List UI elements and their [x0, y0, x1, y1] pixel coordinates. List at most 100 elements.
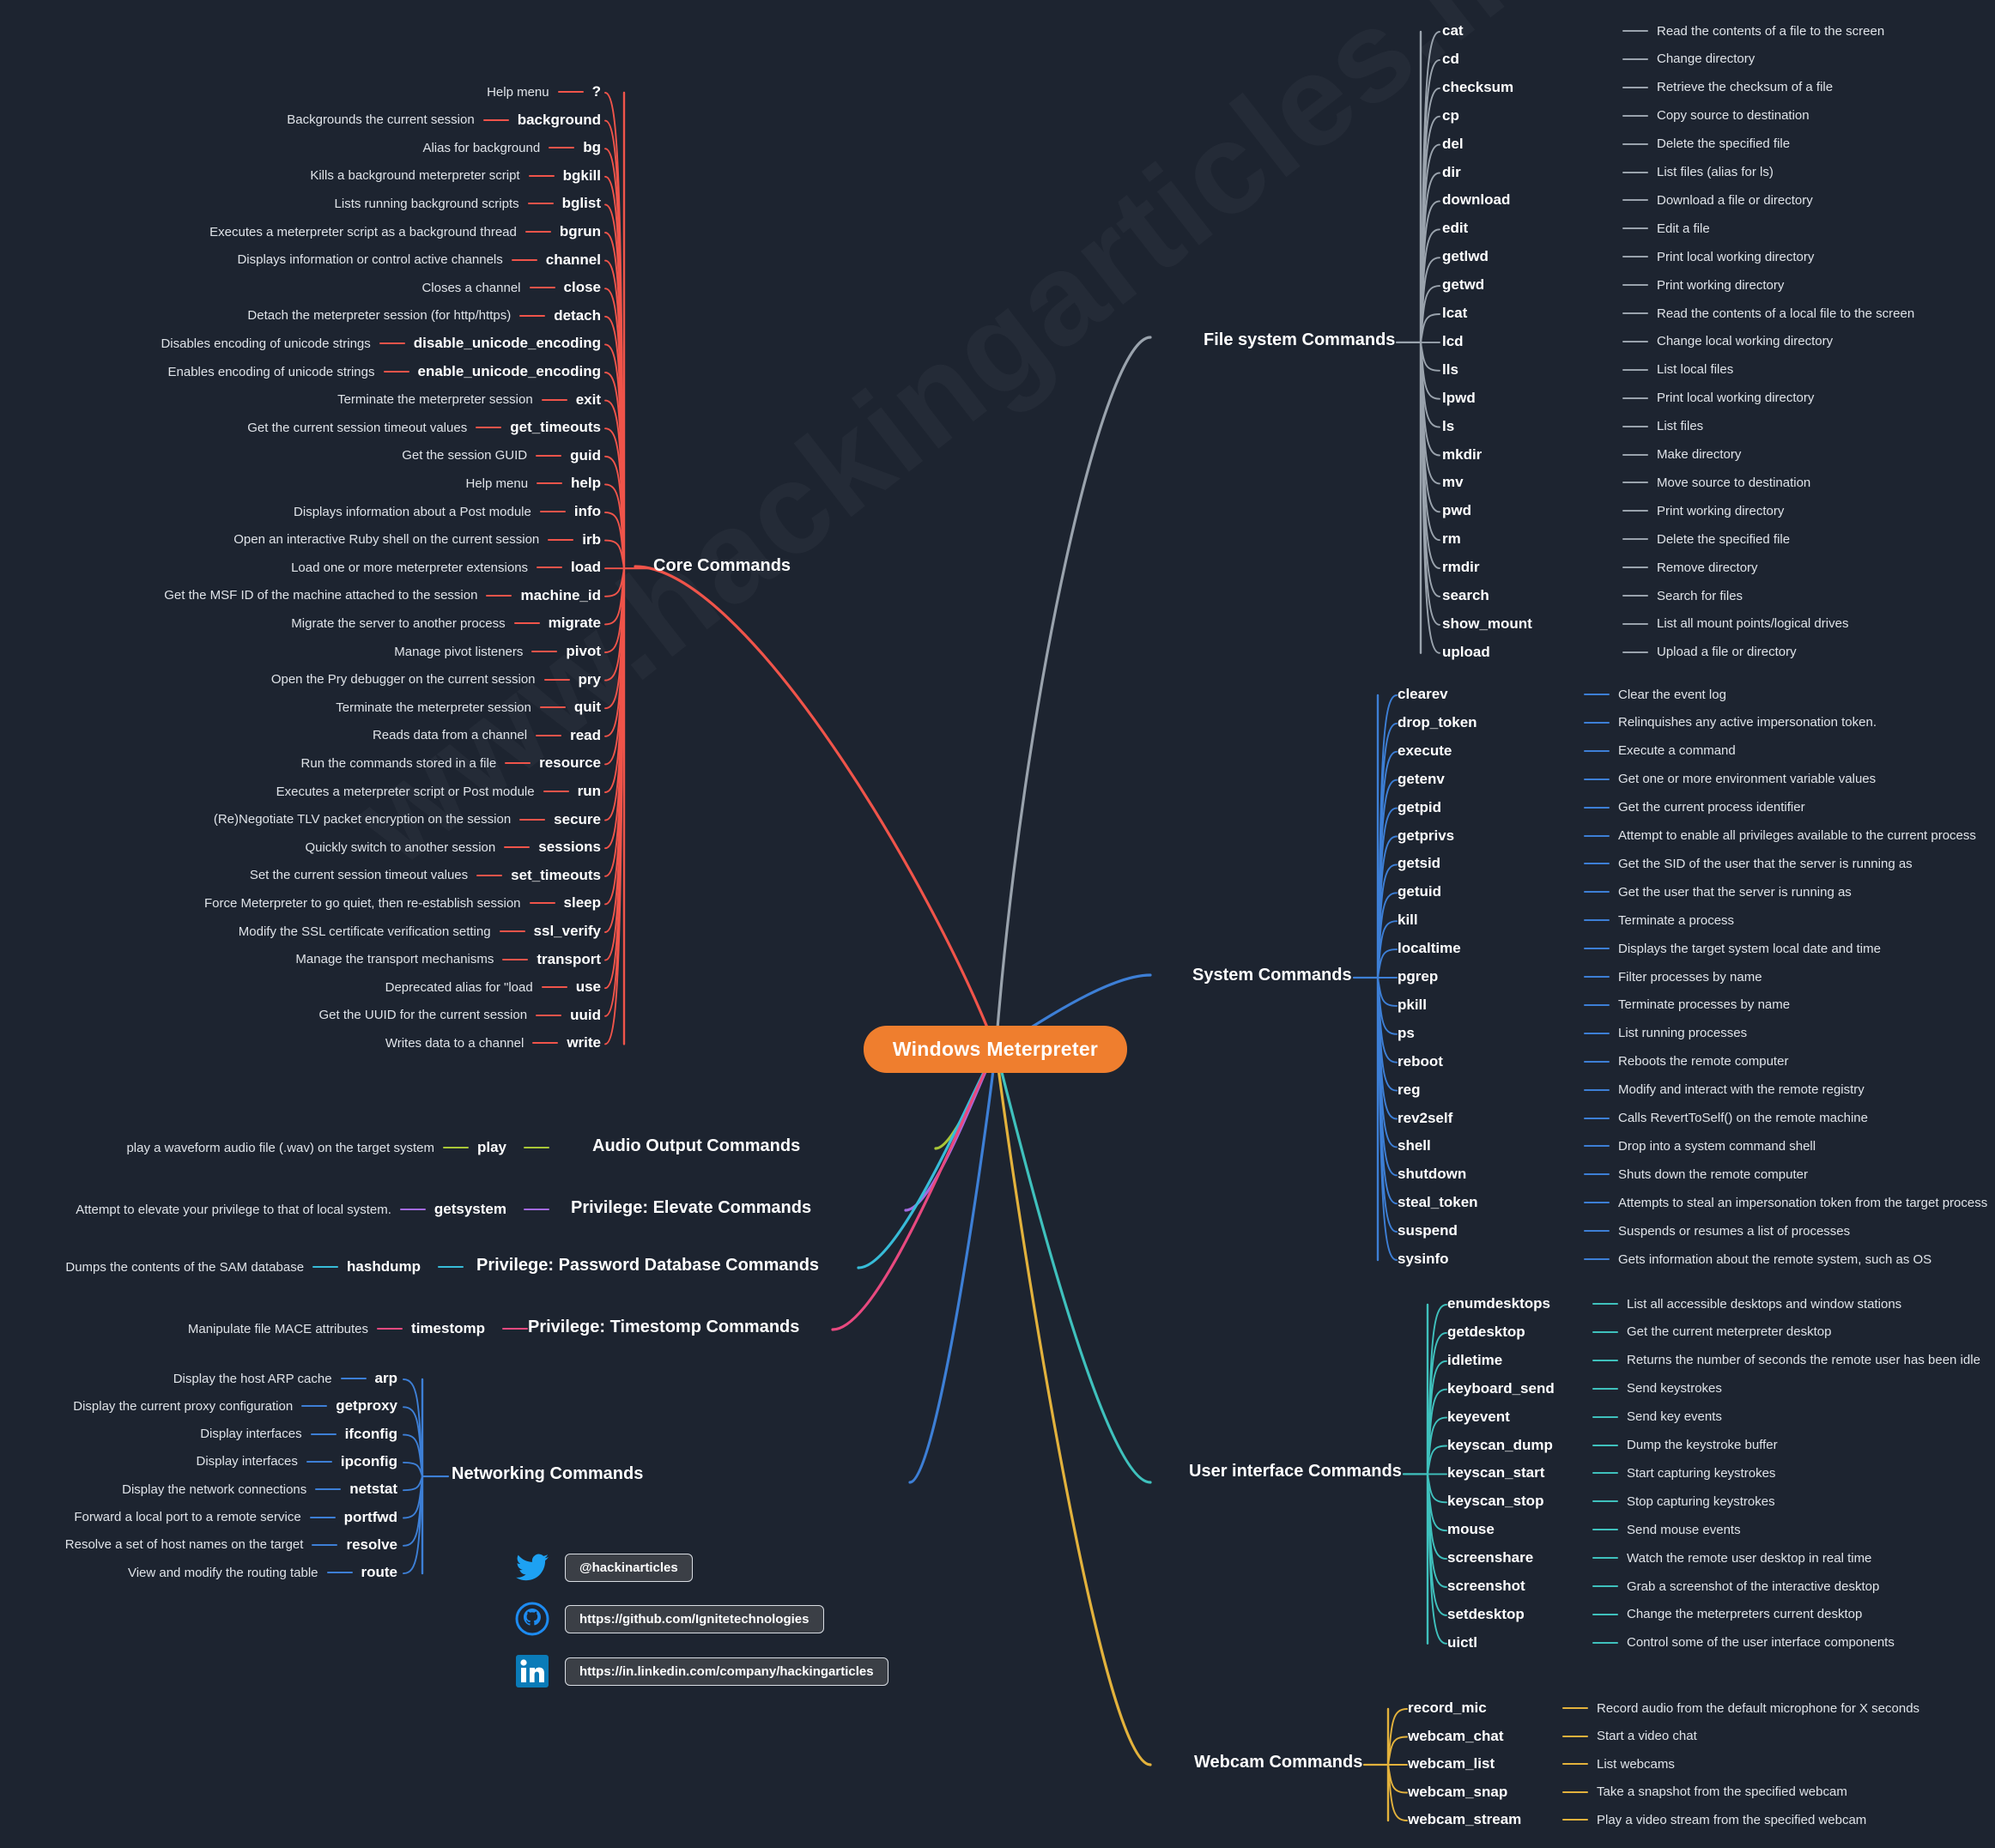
social-link-twitter[interactable]: @hackinarticles: [515, 1550, 693, 1584]
leaf-row[interactable]: Reads data from a channel read: [0, 727, 601, 744]
leaf-row[interactable]: Terminate the meterpreter session exit: [0, 391, 601, 409]
leaf-row[interactable]: keyevent: [1447, 1409, 1510, 1426]
leaf-row[interactable]: Enables encoding of unicode strings enabl…: [0, 363, 602, 380]
leaf-row[interactable]: getdesktop: [1447, 1324, 1525, 1341]
leaf-row[interactable]: Attempt to elevate your privilege to tha…: [0, 1201, 506, 1218]
leaf-row[interactable]: Detach the meterpreter session (for http…: [0, 307, 601, 324]
leaf-row[interactable]: Alias for background bg: [0, 139, 601, 156]
leaf-row[interactable]: View and modify the routing table route: [0, 1564, 397, 1581]
leaf-row[interactable]: webcam_chat: [1408, 1728, 1504, 1745]
leaf-row[interactable]: suspend: [1398, 1222, 1458, 1239]
branch-label-webcam[interactable]: Webcam Commands: [1194, 1753, 1363, 1772]
leaf-row[interactable]: Disables encoding of unicode strings disa…: [0, 335, 601, 352]
leaf-row[interactable]: mv: [1442, 474, 1464, 491]
leaf-row[interactable]: execute: [1398, 742, 1452, 760]
leaf-row[interactable]: drop_token: [1398, 714, 1477, 731]
leaf-row[interactable]: setdesktop: [1447, 1606, 1525, 1623]
leaf-row[interactable]: show_mount: [1442, 615, 1532, 633]
leaf-row[interactable]: getwd: [1442, 276, 1484, 294]
leaf-row[interactable]: reg: [1398, 1082, 1420, 1099]
leaf-row[interactable]: (Re)Negotiate TLV packet encryption on t…: [0, 811, 601, 828]
leaf-row[interactable]: Writes data to a channel write: [0, 1034, 601, 1051]
leaf-row[interactable]: webcam_snap: [1408, 1784, 1507, 1801]
leaf-row[interactable]: getsid: [1398, 855, 1440, 872]
leaf-row[interactable]: upload: [1442, 644, 1490, 661]
leaf-row[interactable]: edit: [1442, 220, 1468, 237]
leaf-row[interactable]: Lists running background scripts bglist: [0, 195, 601, 212]
social-link-linkedin[interactable]: https://in.linkedin.com/company/hackinga…: [515, 1654, 888, 1688]
leaf-row[interactable]: cat: [1442, 22, 1464, 39]
leaf-row[interactable]: Help menu help: [0, 475, 602, 492]
leaf-row[interactable]: screenshot: [1447, 1578, 1525, 1595]
leaf-row[interactable]: getprivs: [1398, 827, 1454, 845]
leaf-row[interactable]: Manipulate file MACE attributes timestomp: [0, 1320, 485, 1337]
leaf-row[interactable]: sysinfo: [1398, 1251, 1449, 1268]
leaf-row[interactable]: pkill: [1398, 997, 1427, 1014]
branch-label-elevate[interactable]: Privilege: Elevate Commands: [571, 1198, 812, 1217]
leaf-row[interactable]: shutdown: [1398, 1166, 1466, 1183]
leaf-row[interactable]: keyscan_dump: [1447, 1437, 1553, 1454]
leaf-row[interactable]: del: [1442, 136, 1464, 153]
leaf-row[interactable]: getenv: [1398, 771, 1445, 788]
leaf-row[interactable]: lcat: [1442, 305, 1467, 322]
leaf-row[interactable]: pwd: [1442, 502, 1471, 519]
leaf-row[interactable]: Display the network connections netstat: [0, 1481, 397, 1498]
branch-label-timestomp[interactable]: Privilege: Timestomp Commands: [528, 1318, 800, 1336]
leaf-row[interactable]: Executes a meterpreter script as a backg…: [0, 223, 601, 240]
leaf-row[interactable]: Dumps the contents of the SAM database ha…: [0, 1258, 421, 1275]
leaf-row[interactable]: Get the MSF ID of the machine attached t…: [0, 587, 601, 604]
leaf-row[interactable]: rev2self: [1398, 1110, 1452, 1127]
branch-label-userinterface[interactable]: User interface Commands: [1189, 1462, 1402, 1481]
leaf-row[interactable]: Get the UUID for the current session uuid: [0, 1007, 602, 1024]
leaf-row[interactable]: localtime: [1398, 940, 1461, 957]
leaf-row[interactable]: Run the commands stored in a file resourc…: [0, 754, 601, 772]
branch-label-system[interactable]: System Commands: [1192, 966, 1352, 985]
leaf-row[interactable]: ls: [1442, 418, 1454, 435]
leaf-row[interactable]: Help menu?: [0, 83, 601, 100]
leaf-row[interactable]: checksum: [1442, 79, 1513, 96]
leaf-row[interactable]: rmdir: [1442, 559, 1479, 576]
leaf-row[interactable]: search: [1442, 587, 1489, 604]
leaf-row[interactable]: Kills a background meterpreter script bgk…: [0, 167, 601, 185]
leaf-row[interactable]: Terminate the meterpreter session quit: [0, 699, 601, 716]
leaf-row[interactable]: Get the current session timeout values ge…: [0, 419, 601, 436]
leaf-row[interactable]: Open an interactive Ruby shell on the cu…: [0, 531, 601, 548]
leaf-row[interactable]: screenshare: [1447, 1549, 1533, 1566]
branch-label-passworddb[interactable]: Privilege: Password Database Commands: [476, 1256, 820, 1275]
leaf-row[interactable]: Display the current proxy configuration g…: [0, 1397, 397, 1415]
leaf-row[interactable]: record_mic: [1408, 1700, 1487, 1717]
leaf-row[interactable]: cd: [1442, 51, 1459, 68]
leaf-row[interactable]: lcd: [1442, 333, 1464, 350]
leaf-row[interactable]: Backgrounds the current session backgroun…: [0, 112, 601, 129]
leaf-row[interactable]: Displays information about a Post module…: [0, 503, 601, 520]
leaf-row[interactable]: pgrep: [1398, 968, 1438, 985]
leaf-row[interactable]: webcam_list: [1408, 1755, 1495, 1772]
leaf-row[interactable]: ps: [1398, 1025, 1415, 1042]
leaf-row[interactable]: Display interfaces ipconfig: [0, 1453, 398, 1470]
center-node[interactable]: Windows Meterpreter: [864, 1027, 1126, 1072]
leaf-row[interactable]: Manage the transport mechanisms transport: [0, 951, 601, 968]
linkedin-url[interactable]: https://in.linkedin.com/company/hackinga…: [565, 1657, 888, 1686]
leaf-row[interactable]: uictl: [1447, 1634, 1477, 1651]
leaf-row[interactable]: keyboard_send: [1447, 1380, 1555, 1397]
github-url[interactable]: https://github.com/Ignitetechnologies: [565, 1604, 824, 1633]
leaf-row[interactable]: Load one or more meterpreter extensions l…: [0, 559, 601, 576]
branch-label-networking[interactable]: Networking Commands: [452, 1464, 644, 1484]
leaf-row[interactable]: keyscan_start: [1447, 1464, 1544, 1481]
leaf-row[interactable]: cp: [1442, 107, 1459, 124]
leaf-row[interactable]: Executes a meterpreter script or Post mo…: [0, 783, 601, 800]
leaf-row[interactable]: lpwd: [1442, 390, 1476, 407]
branch-label-audio[interactable]: Audio Output Commands: [592, 1136, 801, 1155]
leaf-row[interactable]: dir: [1442, 164, 1461, 181]
leaf-row[interactable]: mouse: [1447, 1521, 1495, 1538]
leaf-row[interactable]: Manage pivot listeners pivot: [0, 643, 601, 660]
leaf-row[interactable]: Display interfaces ifconfig: [0, 1426, 397, 1443]
leaf-row[interactable]: Displays information or control active c…: [0, 251, 601, 269]
branch-label-core[interactable]: Core Commands: [653, 556, 791, 576]
leaf-row[interactable]: Resolve a set of host names on the targe…: [0, 1536, 397, 1554]
leaf-row[interactable]: Open the Pry debugger on the current ses…: [0, 671, 601, 688]
leaf-row[interactable]: Set the current session timeout values se…: [0, 867, 601, 884]
leaf-row[interactable]: Display the host ARP cache arp: [0, 1370, 397, 1387]
leaf-row[interactable]: Force Meterpreter to go quiet, then re-e…: [0, 894, 601, 912]
leaf-row[interactable]: Modify the SSL certificate verification …: [0, 923, 601, 940]
